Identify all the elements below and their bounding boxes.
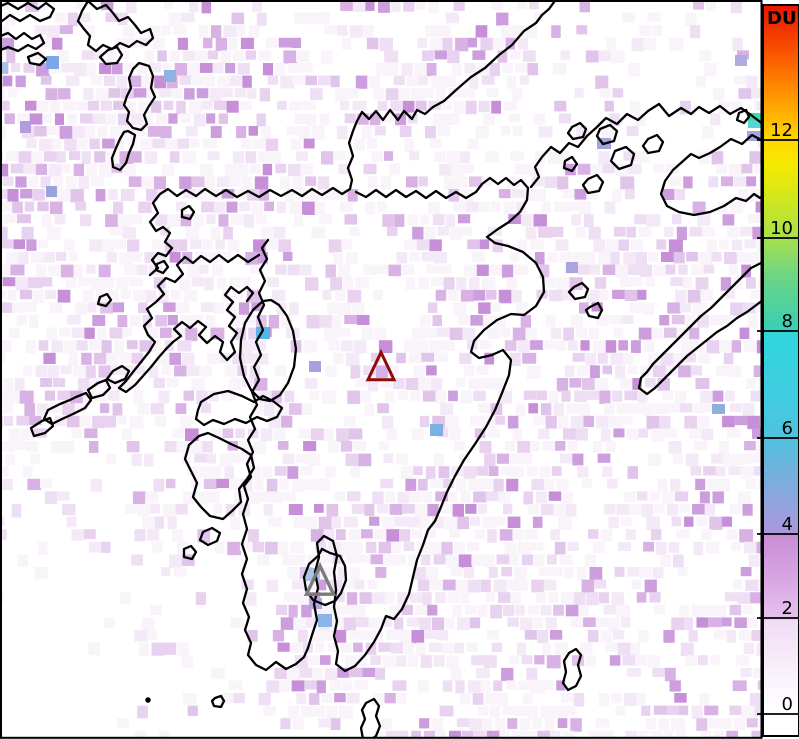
anomaly-pixel (566, 262, 578, 273)
coastlines (1, 1, 762, 738)
coastline-goto-2 (86, 378, 112, 400)
coastline-honshu-north (148, 1, 556, 277)
colorbar-tick-label: 6 (782, 418, 793, 439)
anomaly-pixel (1, 62, 8, 74)
island-small-5 (180, 204, 196, 221)
coastline-hirado-1 (1, 1, 56, 23)
coastline-sakurajima (302, 547, 348, 607)
anomaly-pixel (735, 55, 747, 66)
volcano-marker-gray (303, 561, 337, 596)
colorbar-tick-label: 8 (782, 311, 793, 332)
anomaly-pixel (310, 598, 322, 609)
anomaly-pixel (20, 121, 31, 133)
coastline-shikoku-cape (637, 261, 762, 396)
islet-dot (145, 697, 151, 703)
coastline-hirado-4 (1, 31, 46, 53)
volcano-marker-red (365, 348, 397, 382)
anomaly-pixel (318, 614, 332, 627)
coastline-hirado-3 (98, 45, 124, 66)
coastline-amakusa-upper (194, 389, 284, 427)
setouchi-island-1 (566, 121, 588, 141)
coastline-honshu-south (529, 102, 762, 189)
colorbar: 12 10 8 6 4 2 0 DU (757, 4, 799, 737)
anomaly-pixel (46, 56, 59, 69)
island-small-6 (567, 281, 590, 301)
coastline-tsushima-south (110, 129, 137, 172)
island-small-1 (198, 526, 222, 547)
pixel-field (1, 1, 762, 738)
setouchi-island-5 (581, 173, 605, 195)
colorbar-tick-label: 2 (782, 598, 793, 619)
coastline-kyushu-main (240, 176, 546, 673)
setouchi-island-3 (609, 145, 636, 171)
island-small-4 (154, 259, 170, 275)
anomaly-pixel (748, 121, 762, 128)
setouchi-island-2 (595, 123, 619, 146)
colorbar-tick-label: 12 (770, 120, 793, 141)
coastline-shimabara (238, 298, 298, 403)
coastline-goto-4 (29, 416, 55, 438)
coastline-hirado-5 (26, 51, 48, 67)
coastline-goto-1 (105, 364, 131, 385)
coastline-hirado-2 (76, 1, 155, 53)
island-small-9 (561, 647, 583, 692)
island-small-7 (584, 301, 604, 320)
island-tanegashima (359, 697, 382, 738)
colorbar-bar (762, 4, 799, 737)
coastline-goto-3 (42, 391, 93, 426)
island-small-2 (182, 544, 198, 561)
anomaly-pixel (309, 361, 321, 372)
setouchi-island-4 (641, 133, 665, 155)
colorbar-tick-label: 10 (770, 218, 793, 239)
anomaly-pixel (430, 424, 443, 436)
coastline-amakusa-lower (183, 431, 256, 521)
island-small-8 (210, 694, 226, 709)
setouchi-island-6 (562, 155, 579, 173)
coastline-shikoku-nw (659, 133, 762, 217)
colorbar-tick-label: 0 (782, 694, 793, 715)
coastline-nagasaki-complex (117, 253, 261, 394)
anomaly-pixel (164, 70, 176, 82)
anomaly-pixel (712, 404, 725, 414)
colorbar-tick-label: 4 (782, 514, 793, 535)
colorbar-ticks: 12 10 8 6 4 2 0 (757, 120, 799, 715)
colorbar-title: DU (767, 8, 797, 29)
anomaly-pixel (46, 186, 57, 197)
coastline-tsushima-north (122, 61, 157, 132)
island-small-3 (96, 292, 113, 308)
map-frame (0, 0, 763, 739)
